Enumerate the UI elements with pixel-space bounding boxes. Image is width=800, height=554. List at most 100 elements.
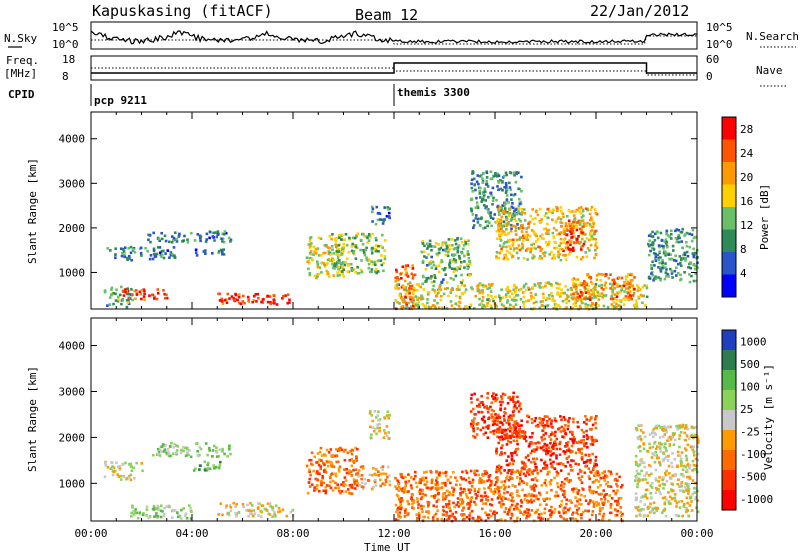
power-echo-cell <box>647 234 651 237</box>
velocity-echo-cell <box>246 503 249 507</box>
power-echo-cell <box>190 231 193 235</box>
power-echo-cell <box>693 267 697 271</box>
velocity-echo-cell <box>378 429 381 433</box>
power-echo-cell <box>478 297 481 301</box>
power-echo-cell <box>485 181 488 185</box>
velocity-echo-cell <box>550 505 553 509</box>
power-echo-cell <box>534 247 538 250</box>
velocity-echo-cell <box>680 457 683 461</box>
velocity-echo-cell <box>685 510 688 514</box>
power-echo-cell <box>334 243 337 246</box>
power-echo-cell <box>505 288 508 291</box>
velocity-echo-cell <box>384 478 388 482</box>
power-echo-cell <box>519 298 523 301</box>
power-echo-cell <box>154 255 157 258</box>
velocity-echo-cell <box>318 458 321 462</box>
velocity-echo-cell <box>641 478 645 482</box>
velocity-echo-cell <box>600 497 603 501</box>
power-echo-cell <box>134 297 137 301</box>
power-echo-cell <box>344 261 348 264</box>
velocity-echo-cell <box>691 469 694 472</box>
power-echo-cell <box>411 267 415 270</box>
power-echo-cell <box>506 299 510 302</box>
velocity-echo-cell <box>503 491 506 495</box>
freq-unit: [MHz] <box>4 67 37 80</box>
velocity-echo-cell <box>681 423 685 427</box>
power-echo-cell <box>652 252 656 255</box>
velocity-echo-cell <box>675 502 679 505</box>
velocity-echo-cell <box>689 435 693 438</box>
power-echo-cell <box>365 258 369 262</box>
velocity-echo-cell <box>203 460 207 464</box>
power-echo-cell <box>500 220 503 223</box>
power-echo-cell <box>528 234 532 238</box>
power-echo-cell <box>673 259 676 262</box>
velocity-echo-cell <box>572 487 575 491</box>
power-echo-cell <box>367 266 371 270</box>
velocity-echo-cell <box>688 464 692 467</box>
power-echo-cell <box>556 217 560 220</box>
velocity-echo-cell <box>129 473 133 477</box>
velocity-echo-cell <box>613 508 617 512</box>
velocity-echo-cell <box>645 496 649 500</box>
velocity-echo-cell <box>415 485 419 489</box>
velocity-echo-cell <box>422 515 425 519</box>
velocity-echo-cell <box>652 453 655 457</box>
power-echo-cell <box>445 281 449 284</box>
power-echo-cell <box>339 269 342 273</box>
power-echo-cell <box>429 277 432 280</box>
velocity-echo-cell <box>184 454 188 458</box>
power-echo-cell <box>639 293 643 297</box>
power-echo-cell <box>534 293 537 296</box>
power-echo-cell <box>412 298 415 302</box>
power-echo-cell <box>416 298 419 302</box>
velocity-echo-cell <box>397 483 400 486</box>
velocity-echo-cell <box>514 485 517 488</box>
velocity-echo-cell <box>609 470 613 474</box>
velocity-echo-cell <box>484 494 488 498</box>
power-echo-cell <box>582 214 585 217</box>
velocity-echo-cell <box>522 512 526 516</box>
power-echo-cell <box>689 262 692 265</box>
power-echo-cell <box>142 295 146 298</box>
power-echo-cell <box>688 232 691 236</box>
power-echo-cell <box>346 270 350 273</box>
velocity-echo-cell <box>659 492 662 496</box>
power-echo-cell <box>236 298 239 302</box>
velocity-echo-cell <box>441 471 445 475</box>
velocity-echo-cell <box>363 477 366 481</box>
velocity-echo-cell <box>539 417 543 421</box>
power-echo-cell <box>562 249 565 253</box>
velocity-echo-cell <box>547 424 550 428</box>
velocity-echo-cell <box>510 416 513 419</box>
power-echo-cell <box>525 227 528 230</box>
velocity-echo-cell <box>440 481 444 485</box>
velocity-echo-cell <box>588 501 591 504</box>
velocity-echo-cell <box>427 511 430 515</box>
power-echo-cell <box>633 287 636 291</box>
power-echo-cell <box>461 293 465 296</box>
power-echo-cell <box>398 294 401 297</box>
velocity-echo-cell <box>549 462 553 465</box>
velocity-echo-cell <box>345 468 348 471</box>
power-echo-cell <box>579 298 583 302</box>
power-echo-cell <box>374 236 378 240</box>
velocity-echo-cell <box>671 483 675 486</box>
velocity-echo-cell <box>426 500 429 504</box>
power-echo-cell <box>657 276 660 279</box>
power-echo-cell <box>583 289 587 293</box>
power-echo-cell <box>647 253 651 257</box>
power-echo-cell <box>508 214 511 218</box>
velocity-echo-cell <box>421 510 424 514</box>
velocity-echo-cell <box>510 454 514 458</box>
power-echo-cell <box>216 230 220 233</box>
power-echo-cell <box>589 231 592 235</box>
power-echo-cell <box>593 295 596 298</box>
velocity-echo-cell <box>570 450 573 453</box>
velocity-echo-cell <box>493 419 497 423</box>
power-echo-cell <box>317 272 321 276</box>
velocity-echo-cell <box>661 428 664 431</box>
velocity-echo-cell <box>322 469 326 472</box>
power-echo-cell <box>511 206 515 210</box>
power-echo-cell <box>597 304 601 307</box>
